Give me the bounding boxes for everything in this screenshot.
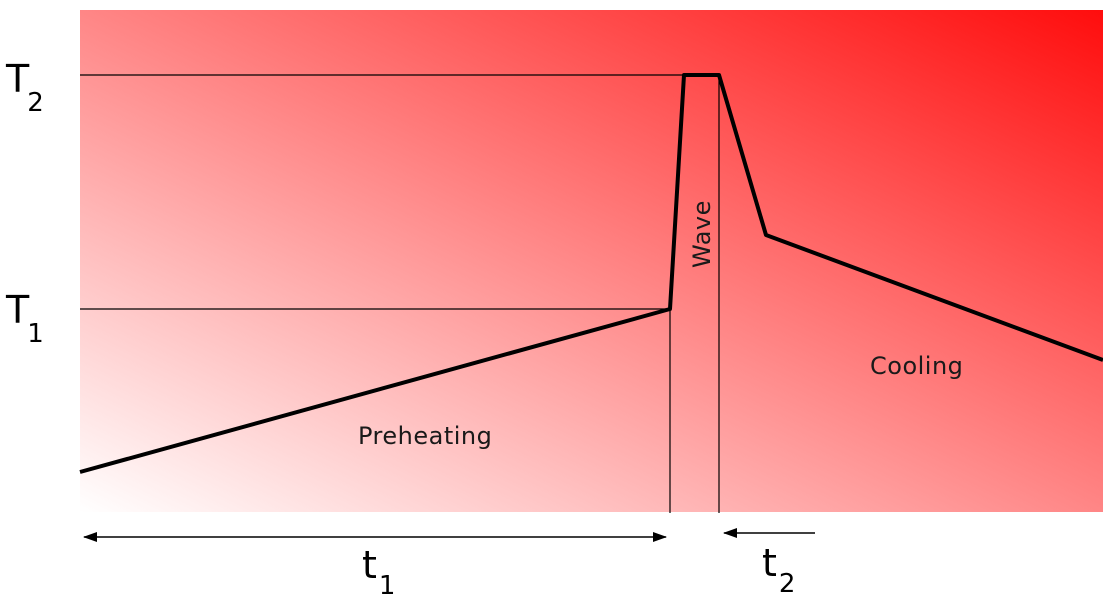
t2-time-label: t2 — [762, 541, 795, 597]
temperature-profile-line — [79, 73, 1103, 474]
wave-label: Wave — [688, 200, 716, 268]
preheating-label: Preheating — [358, 422, 492, 450]
temperature-gradient-background — [80, 10, 1103, 512]
cooling-label: Cooling — [870, 352, 963, 380]
t1-time-label: t1 — [362, 543, 395, 597]
